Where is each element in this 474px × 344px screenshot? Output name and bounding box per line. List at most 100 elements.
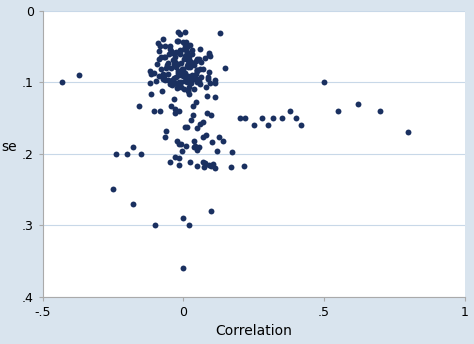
- Point: [179, 69, 187, 74]
- Point: [203, 94, 211, 99]
- Point: [193, 68, 201, 74]
- Point: [178, 67, 186, 73]
- Point: [207, 163, 215, 169]
- Point: [219, 138, 227, 144]
- Point: [190, 139, 198, 144]
- Point: [175, 79, 183, 84]
- Point: [167, 65, 175, 71]
- Point: [197, 46, 204, 51]
- Point: [156, 43, 164, 49]
- Point: [164, 77, 172, 83]
- Point: [174, 71, 182, 76]
- Point: [178, 66, 186, 72]
- Point: [181, 53, 189, 59]
- Point: [188, 80, 195, 86]
- Point: [153, 78, 160, 84]
- Point: [174, 38, 182, 43]
- Point: [109, 187, 117, 192]
- Point: [178, 148, 186, 153]
- Point: [183, 124, 191, 129]
- Point: [168, 82, 176, 88]
- Point: [191, 143, 199, 149]
- Point: [185, 85, 193, 90]
- Point: [178, 84, 185, 90]
- Point: [211, 80, 219, 86]
- Point: [168, 80, 176, 85]
- Point: [155, 40, 162, 46]
- Point: [404, 129, 412, 135]
- Point: [193, 57, 201, 62]
- Point: [181, 29, 189, 35]
- Point: [186, 52, 193, 58]
- Point: [181, 56, 188, 62]
- Point: [159, 88, 166, 94]
- Point: [334, 108, 342, 114]
- Point: [208, 208, 215, 214]
- Point: [202, 85, 210, 90]
- Point: [171, 54, 179, 60]
- Point: [193, 163, 201, 169]
- Point: [184, 88, 192, 93]
- Point: [204, 76, 212, 82]
- Point: [151, 223, 159, 228]
- Point: [216, 134, 223, 140]
- Point: [164, 72, 172, 77]
- Point: [193, 67, 201, 73]
- Point: [181, 86, 188, 92]
- Point: [150, 70, 158, 76]
- Point: [208, 112, 215, 118]
- Point: [197, 74, 205, 80]
- Point: [182, 75, 190, 80]
- Point: [155, 56, 163, 62]
- Point: [165, 51, 173, 57]
- Point: [185, 75, 192, 81]
- Point: [171, 154, 179, 160]
- Point: [172, 74, 179, 80]
- Point: [169, 77, 176, 83]
- Point: [190, 144, 198, 149]
- Point: [211, 165, 219, 170]
- Point: [182, 76, 190, 82]
- Point: [180, 215, 187, 221]
- Point: [197, 60, 204, 65]
- Point: [186, 52, 193, 57]
- Point: [193, 126, 201, 131]
- Point: [184, 65, 191, 70]
- Point: [236, 115, 243, 121]
- Point: [201, 160, 209, 166]
- Point: [157, 66, 165, 72]
- Point: [188, 60, 195, 65]
- Point: [174, 61, 182, 66]
- Point: [166, 81, 174, 87]
- Point: [157, 54, 165, 60]
- Point: [193, 67, 201, 73]
- Point: [211, 77, 219, 83]
- Point: [181, 124, 189, 130]
- Point: [185, 74, 193, 80]
- Point: [159, 71, 167, 76]
- Point: [182, 143, 190, 149]
- Point: [176, 50, 183, 55]
- Point: [182, 78, 189, 83]
- Point: [155, 49, 163, 54]
- Point: [174, 29, 182, 35]
- Point: [166, 159, 174, 164]
- Point: [193, 147, 201, 153]
- Point: [160, 54, 167, 60]
- Point: [177, 141, 185, 147]
- Point: [175, 141, 182, 147]
- Point: [161, 77, 168, 83]
- Point: [186, 160, 194, 165]
- Point: [192, 58, 200, 64]
- Point: [292, 115, 300, 121]
- Point: [166, 47, 173, 52]
- Point: [187, 117, 195, 123]
- Point: [181, 46, 188, 51]
- Point: [286, 108, 294, 114]
- Point: [298, 122, 305, 128]
- Point: [185, 91, 192, 97]
- Point: [184, 88, 192, 94]
- Point: [278, 115, 285, 121]
- Point: [150, 108, 157, 114]
- Point: [171, 80, 178, 86]
